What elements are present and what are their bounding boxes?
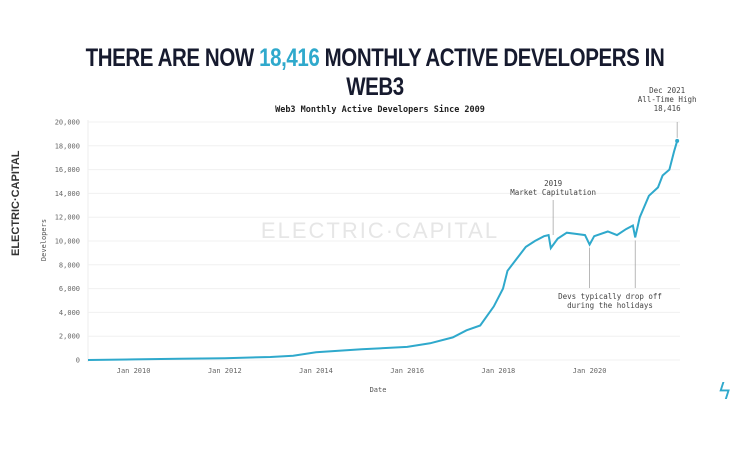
chart-title: Web3 Monthly Active Developers Since 200… xyxy=(275,104,485,115)
y-tick-label: 18,000 xyxy=(55,142,80,150)
y-tick-label: 16,000 xyxy=(55,166,80,174)
x-tick-label: Jan 2018 xyxy=(482,367,516,375)
x-tick-label: Jan 2010 xyxy=(117,367,151,375)
series-line-developers xyxy=(87,140,679,361)
annotation-holidays: Devs typically drop off xyxy=(558,292,662,301)
annotation-holidays: during the holidays xyxy=(567,301,653,310)
watermark: ELECTRIC·CAPITAL xyxy=(261,218,499,243)
headline-highlight: 18,416 xyxy=(259,44,320,72)
headline: THERE ARE NOW 18,416 MONTHLY ACTIVE DEVE… xyxy=(68,44,683,102)
y-tick-label: 2,000 xyxy=(59,333,80,341)
x-tick-label: Jan 2014 xyxy=(299,367,333,375)
annotation-all-time-high: All-Time High xyxy=(638,95,697,104)
y-tick-label: 14,000 xyxy=(55,190,80,198)
y-tick-label: 4,000 xyxy=(59,309,80,317)
y-tick-label: 10,000 xyxy=(55,238,80,246)
y-tick-label: 0 xyxy=(76,357,80,365)
headline-prefix: THERE ARE NOW xyxy=(85,44,260,72)
annotation-all-time-high: Dec 2021 xyxy=(649,86,685,95)
annotation-market-capitulation: 2019 xyxy=(544,179,562,188)
y-tick-label: 8,000 xyxy=(59,261,80,269)
y-axis-label: Developers xyxy=(40,219,48,261)
y-tick-label: 20,000 xyxy=(55,119,80,127)
x-tick-label: Jan 2016 xyxy=(390,367,424,375)
headline-suffix: MONTHLY ACTIVE DEVELOPERS IN WEB3 xyxy=(319,44,665,101)
x-tick-label: Jan 2020 xyxy=(573,367,607,375)
x-tick-label: Jan 2012 xyxy=(208,367,242,375)
annotation-all-time-high: 18,416 xyxy=(654,104,682,113)
annotation-market-capitulation: Market Capitulation xyxy=(510,188,596,197)
y-tick-label: 6,000 xyxy=(59,285,80,293)
y-tick-label: 12,000 xyxy=(55,214,80,222)
bolt-icon: ϟ xyxy=(718,380,732,405)
x-axis-label: Date xyxy=(370,386,387,394)
